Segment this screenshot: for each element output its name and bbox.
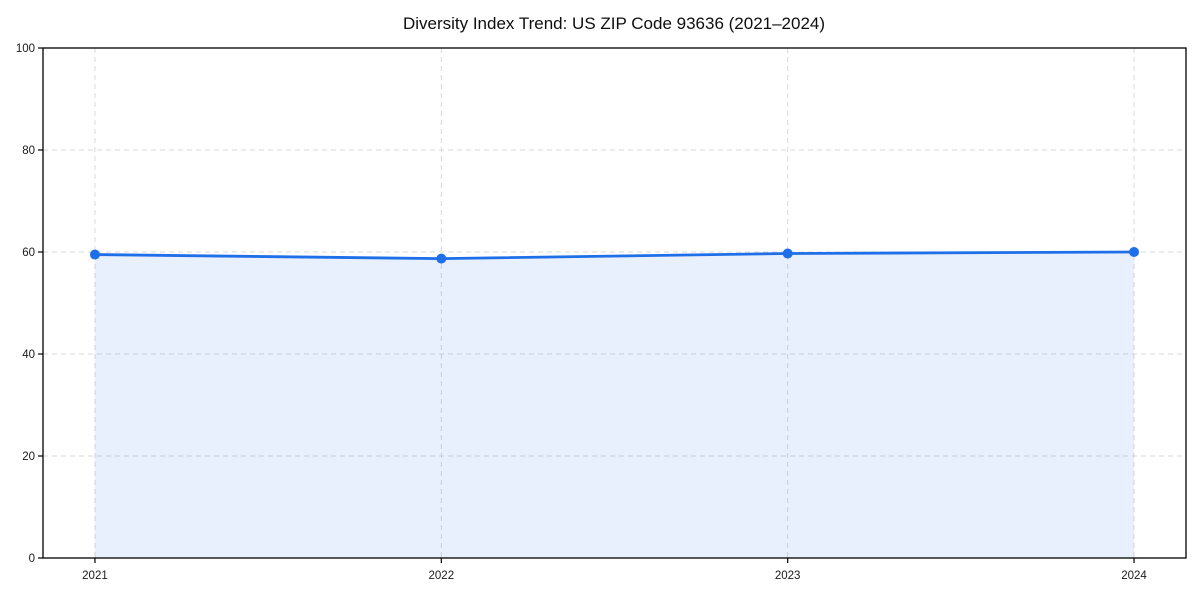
y-tick-label: 80 [22,145,35,157]
data-point-marker [436,253,447,264]
x-tick-label: 2023 [775,570,801,582]
data-point-marker [1129,247,1140,257]
trend-line [93,250,1136,261]
x-tick-label: 2024 [1121,570,1147,582]
data-point-marker [782,248,793,259]
data-point-marker [89,249,100,260]
area-fill [94,252,1135,558]
y-tick-label: 100 [16,43,35,55]
y-tick-label: 20 [22,451,35,463]
y-tick-label: 40 [22,349,35,361]
y-tick-label: 60 [22,247,35,259]
y-tick-label: 0 [29,553,35,565]
x-tick-label: 2022 [429,570,455,582]
x-tick-label: 2021 [82,570,108,582]
plot-border [42,47,1187,559]
chart-title: Diversity Index Trend: US ZIP Code 93636… [403,14,825,33]
plot-area: 0 20 40 60 80 100 2021 2022 2023 2024 [16,43,1187,582]
